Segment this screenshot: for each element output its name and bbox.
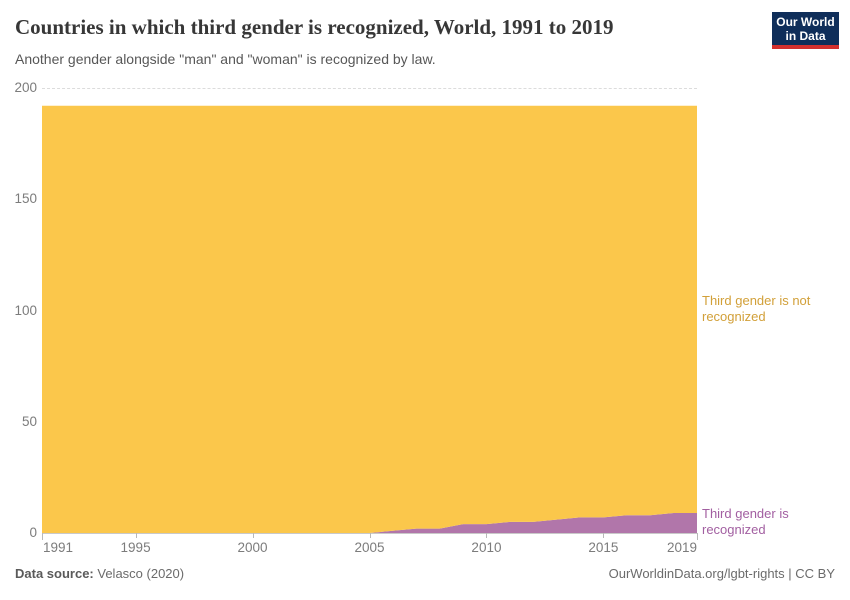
y-tick-label-100: 100 xyxy=(14,302,37,318)
owid-logo[interactable]: Our World in Data xyxy=(772,12,839,49)
chart-title: Countries in which third gender is recog… xyxy=(15,15,614,39)
series-label-not-recognized[interactable]: Third gender is not recognized xyxy=(702,293,811,324)
x-tick-label-1991: 1991 xyxy=(43,540,74,555)
x-tick-2019 xyxy=(697,533,698,540)
x-tick-2005 xyxy=(369,533,371,538)
data-source-label: Data source: xyxy=(15,566,94,581)
x-tick-2000 xyxy=(252,533,254,538)
owid-logo-line1: Our World xyxy=(776,14,835,29)
x-tick-label-2010: 2010 xyxy=(471,540,502,555)
owid-logo-line2: in Data xyxy=(785,28,826,43)
data-source: Data source: Velasco (2020) xyxy=(15,566,184,581)
y-tick-label-0: 0 xyxy=(29,525,37,540)
gridline-200 xyxy=(42,88,697,89)
plot-canvas[interactable] xyxy=(42,88,697,533)
credit-link[interactable]: OurWorldinData.org/lgbt-rights | CC BY xyxy=(608,566,835,581)
chart-subtitle: Another gender alongside "man" and "woma… xyxy=(15,51,436,67)
x-tick-label-2019: 2019 xyxy=(666,540,697,555)
series-label-recognized[interactable]: Third gender is recognized xyxy=(702,506,789,537)
x-tick-label-2005: 2005 xyxy=(354,540,385,555)
y-tick-label-50: 50 xyxy=(21,413,37,429)
area-series-1[interactable] xyxy=(42,105,697,533)
data-source-value: Velasco (2020) xyxy=(97,566,185,581)
x-tick-label-2015: 2015 xyxy=(588,540,619,555)
x-tick-label-2000: 2000 xyxy=(237,540,268,555)
x-tick-label-1995: 1995 xyxy=(120,540,151,555)
x-tick-1991 xyxy=(42,533,43,540)
x-tick-2010 xyxy=(486,533,488,538)
x-tick-2015 xyxy=(603,533,605,538)
chart-footer: Data source: Velasco (2020) OurWorldinDa… xyxy=(15,566,835,581)
y-tick-label-200: 200 xyxy=(14,80,37,95)
area-series-0[interactable] xyxy=(42,513,697,533)
x-tick-1995 xyxy=(135,533,137,538)
y-tick-label-150: 150 xyxy=(14,191,37,207)
